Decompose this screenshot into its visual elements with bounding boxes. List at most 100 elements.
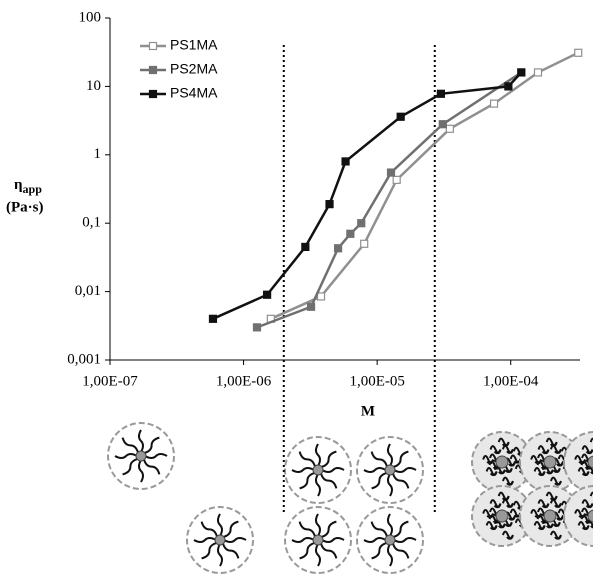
data-point xyxy=(325,200,334,209)
star-arm xyxy=(315,543,321,567)
dense-coil xyxy=(502,530,514,540)
data-point xyxy=(316,292,326,301)
star-arm xyxy=(200,521,219,538)
star-arm xyxy=(387,543,393,567)
y-tick-label: 1 xyxy=(94,146,102,162)
star-arm xyxy=(299,471,316,490)
data-point xyxy=(263,290,272,299)
dense-coil xyxy=(536,514,549,524)
dense-coil xyxy=(550,530,562,540)
dense-core xyxy=(587,455,593,469)
star-shell xyxy=(186,506,254,574)
star-arm xyxy=(298,521,317,538)
star-core xyxy=(312,534,324,546)
y-tick-label: 10 xyxy=(86,78,101,94)
legend-label: PS1MA xyxy=(170,37,218,53)
star-shell xyxy=(107,422,175,490)
legend-marker xyxy=(148,41,158,51)
star-arm xyxy=(321,467,345,473)
star-arm xyxy=(363,537,387,543)
dense-coil xyxy=(509,508,522,518)
data-point xyxy=(386,168,396,177)
star-arm xyxy=(387,473,393,497)
star-arm xyxy=(217,543,223,567)
star-core xyxy=(384,464,396,476)
dense-coil xyxy=(549,444,562,454)
data-point xyxy=(346,229,355,238)
dense-core xyxy=(587,509,593,523)
star-arm xyxy=(371,541,388,560)
star-arm xyxy=(387,513,393,537)
star-arm xyxy=(370,451,389,468)
star-core xyxy=(135,450,147,462)
star-core xyxy=(312,464,324,476)
dense-coil xyxy=(533,520,546,531)
star-shell xyxy=(284,506,352,574)
dense-coil xyxy=(509,454,522,464)
data-point xyxy=(574,48,583,57)
data-point xyxy=(436,89,445,98)
data-point xyxy=(504,82,513,91)
star-arm xyxy=(392,450,409,469)
star-arm xyxy=(222,520,239,539)
star-arm xyxy=(321,537,345,543)
dense-coil xyxy=(577,520,590,531)
y-axis-label: ηapp xyxy=(14,177,42,195)
dense-coil xyxy=(536,460,549,470)
dense-coil xyxy=(489,499,502,509)
data-point xyxy=(392,175,401,184)
star-arm xyxy=(315,443,321,467)
dense-core xyxy=(543,455,557,469)
data-point xyxy=(252,323,262,332)
star-arm xyxy=(393,537,417,543)
star-arm xyxy=(201,541,218,560)
dense-coil xyxy=(488,514,501,524)
star-core xyxy=(214,534,226,546)
y-tick-label: 0,1 xyxy=(82,215,101,231)
x-axis-label: M xyxy=(361,403,375,419)
dense-coil xyxy=(581,445,593,455)
y-tick-label: 100 xyxy=(79,9,102,25)
star-arm xyxy=(221,542,240,559)
star-shell xyxy=(356,436,424,504)
star-arm xyxy=(223,537,247,543)
star-arm xyxy=(363,467,387,473)
x-tick-label: 1,00E-06 xyxy=(216,373,272,389)
y-axis-unit: (Pa·s) xyxy=(6,199,44,215)
data-point xyxy=(306,302,316,311)
x-tick-label: 1,00E-05 xyxy=(349,373,404,389)
dense-coil xyxy=(485,466,498,477)
star-arm xyxy=(320,520,337,539)
star-shell xyxy=(356,506,424,574)
dense-coil xyxy=(581,499,593,509)
dense-coil xyxy=(501,498,514,508)
star-arm xyxy=(121,437,140,454)
dense-coil xyxy=(537,499,550,509)
legend-marker xyxy=(148,65,158,75)
y-tick-label: 0,001 xyxy=(67,351,101,367)
series-line xyxy=(270,51,579,320)
dense-coil xyxy=(580,514,593,524)
x-tick-label: 1,00E-07 xyxy=(82,373,138,389)
star-arm xyxy=(299,541,316,560)
schematics xyxy=(107,422,593,574)
star-arm xyxy=(291,537,315,543)
star-core xyxy=(384,534,396,546)
legend-marker xyxy=(148,89,158,99)
dense-coil xyxy=(577,466,590,477)
star-arm xyxy=(371,471,388,490)
data-point xyxy=(396,112,405,121)
dense-core xyxy=(543,509,557,523)
data-point xyxy=(333,244,343,253)
series-line xyxy=(256,71,523,329)
data-point xyxy=(489,99,499,108)
dense-coil xyxy=(488,460,501,470)
star-arm xyxy=(291,467,315,473)
dense-coil xyxy=(485,520,498,531)
series-line xyxy=(212,71,523,320)
dense-core xyxy=(495,455,509,469)
star-arm xyxy=(391,542,410,559)
dense-coil xyxy=(502,476,514,486)
star-arm xyxy=(319,542,338,559)
